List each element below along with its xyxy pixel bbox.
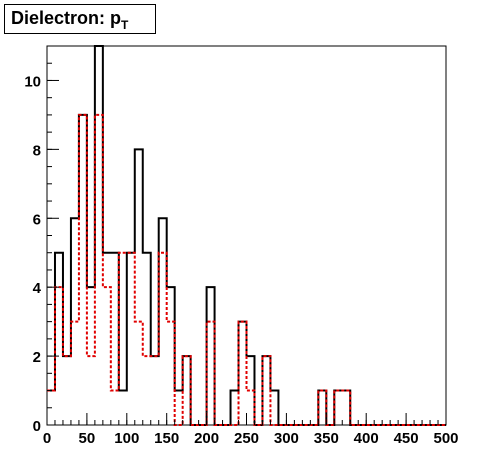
y-tick-label: 0 xyxy=(33,418,41,435)
chart-title-subscript: T xyxy=(121,18,129,32)
x-tick-label: 300 xyxy=(274,430,299,447)
histogram-series-2 xyxy=(47,113,446,426)
x-tick-label: 350 xyxy=(314,430,339,447)
y-tick-label: 10 xyxy=(24,73,41,90)
x-tick-label: 200 xyxy=(194,430,219,447)
x-tick-label: 500 xyxy=(433,430,458,447)
x-tick-label: 150 xyxy=(154,430,179,447)
y-tick-label: 2 xyxy=(33,349,41,366)
chart-title-main: Dielectron: p xyxy=(11,8,122,28)
x-tick-label: 100 xyxy=(114,430,139,447)
chart-title: Dielectron: pT xyxy=(4,4,156,34)
x-tick-label: 50 xyxy=(79,430,96,447)
y-tick-label: 6 xyxy=(33,211,41,228)
x-tick-label: 0 xyxy=(43,430,51,447)
y-tick-label: 8 xyxy=(33,142,41,159)
x-tick-label: 400 xyxy=(354,430,379,447)
x-tick-label: 250 xyxy=(234,430,259,447)
y-tick-label: 4 xyxy=(33,280,42,297)
x-tick-label: 450 xyxy=(394,430,419,447)
